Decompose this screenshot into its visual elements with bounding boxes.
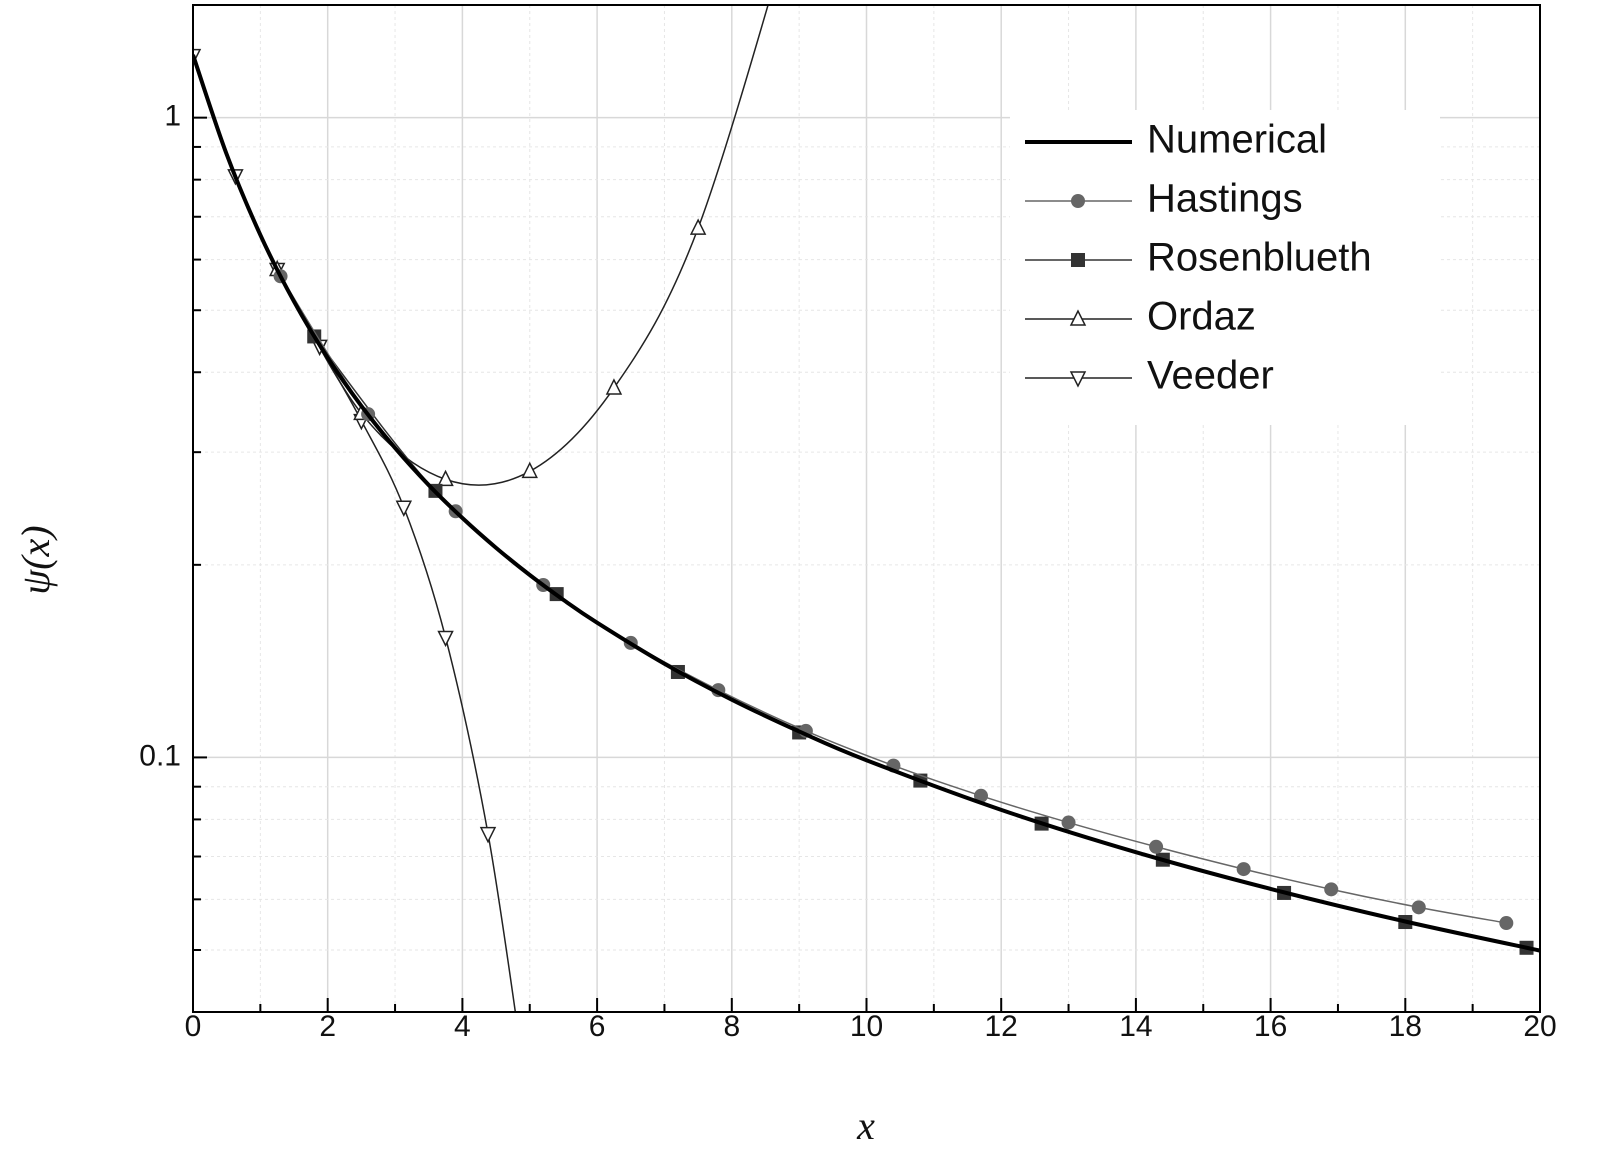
marker: [1411, 900, 1426, 915]
legend-label: Hastings: [1147, 177, 1303, 221]
y-tick-label: 1: [164, 100, 181, 133]
x-tick-label: 6: [589, 1010, 606, 1043]
marker: [1069, 309, 1087, 326]
plot-area: [193, 5, 1540, 1012]
legend-label: Veeder: [1147, 354, 1274, 398]
legend-label: Ordaz: [1147, 295, 1256, 339]
x-tick-label: 0: [185, 1010, 202, 1043]
legend-label: Rosenblueth: [1147, 236, 1372, 280]
x-tick-label: 14: [1119, 1010, 1152, 1043]
marker: [1069, 371, 1087, 388]
x-tick-label: 16: [1254, 1010, 1287, 1043]
x-tick-label: 4: [454, 1010, 471, 1043]
marker: [1324, 882, 1339, 897]
marker: [479, 826, 497, 844]
marker: [689, 218, 707, 235]
legend: Numerical Hastings Rosenblueth Ordaz Veeder: [1010, 110, 1440, 425]
marker: [437, 630, 454, 648]
marker: [973, 788, 988, 803]
x-axis-label: x: [856, 1103, 875, 1148]
x-tick-label: 2: [319, 1010, 336, 1043]
x-tick-label: 18: [1389, 1010, 1422, 1043]
marker: [1071, 253, 1085, 267]
marker: [1071, 194, 1085, 208]
marker: [1061, 815, 1076, 830]
marker: [605, 378, 623, 395]
x-tick-label: 12: [985, 1010, 1018, 1043]
marker: [1236, 862, 1251, 877]
marker: [1499, 916, 1514, 931]
y-axis-label: ψ(x): [13, 525, 58, 594]
y-tick-label: 0.1: [139, 739, 181, 772]
legend-label: Numerical: [1147, 118, 1327, 162]
marker: [395, 500, 413, 517]
marker: [1149, 839, 1164, 854]
x-tick-label: 10: [850, 1010, 883, 1043]
x-tick-label: 8: [723, 1010, 740, 1043]
marker: [437, 469, 454, 487]
series-line: [193, 54, 1540, 953]
axes: 0 2 4 6 8 10 12 14 16 18 20 0.1 1: [139, 100, 1556, 1043]
marker: [521, 461, 538, 479]
x-tick-label: 20: [1523, 1010, 1556, 1043]
